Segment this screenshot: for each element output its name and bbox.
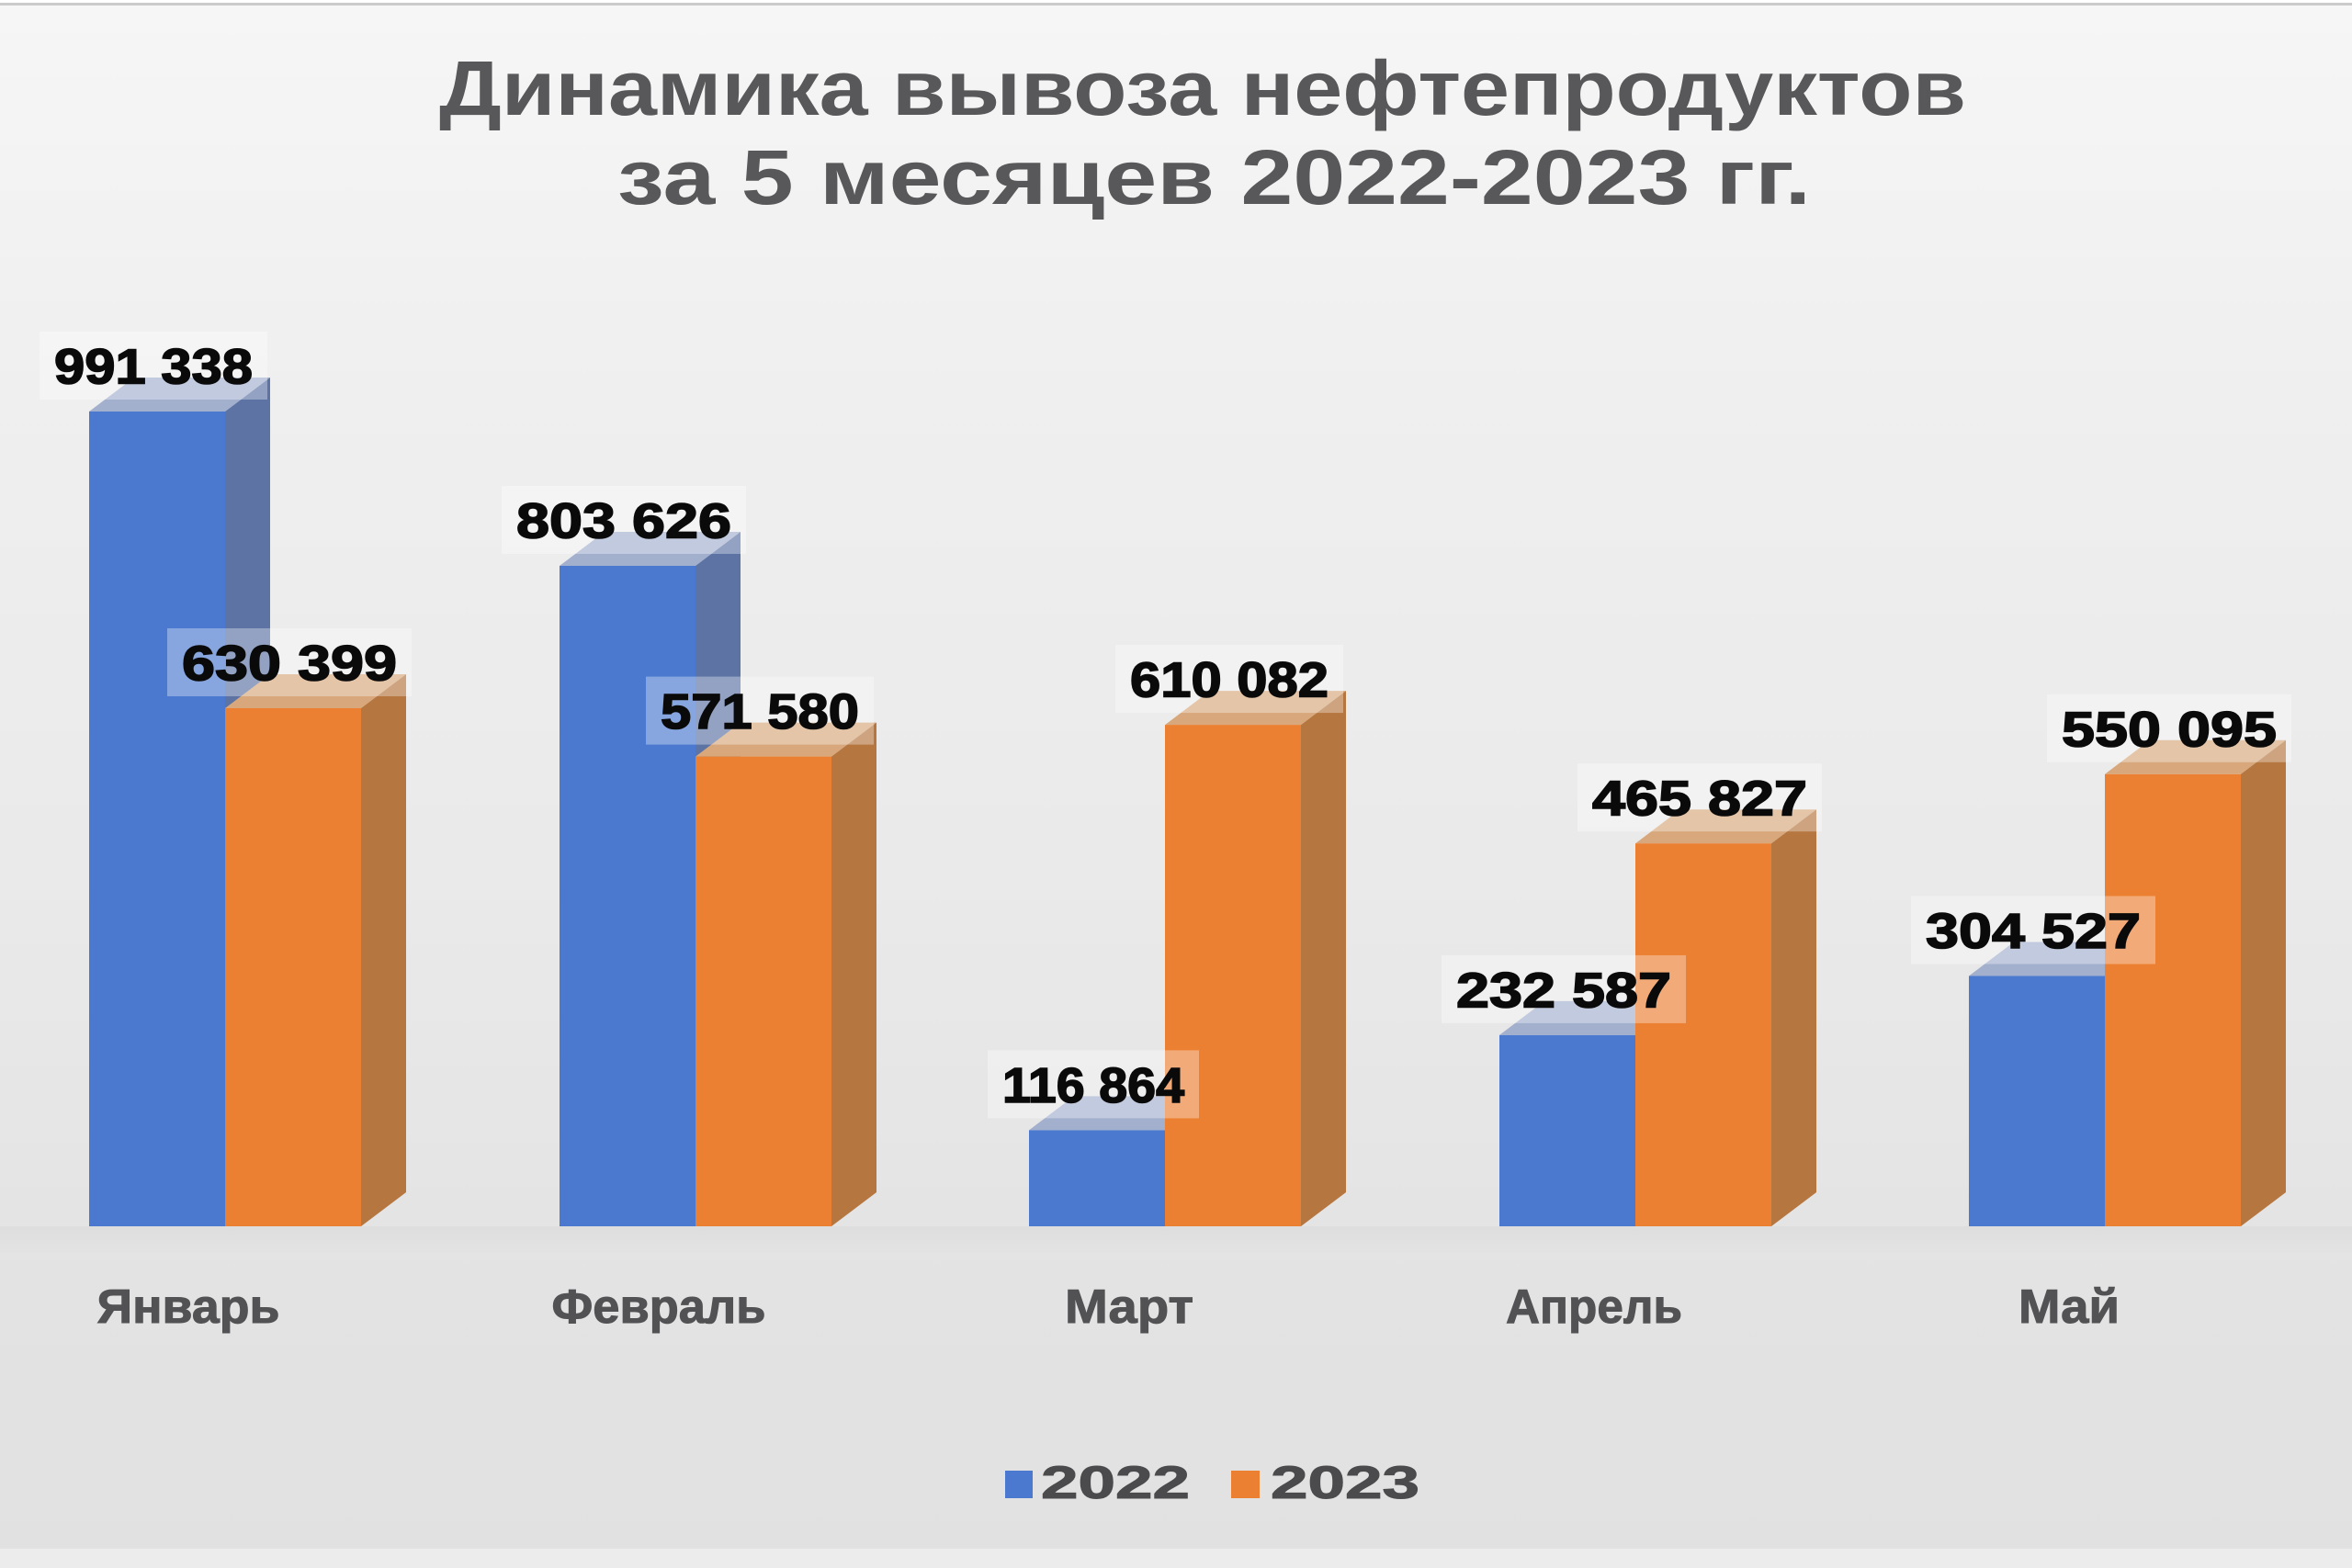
svg-text:2022: 2022 [1041,1457,1190,1508]
svg-text:Май: Май [2018,1280,2120,1334]
svg-text:803 626: 803 626 [516,494,731,549]
svg-text:Январь: Январь [97,1280,280,1334]
svg-text:991 338: 991 338 [54,340,253,395]
svg-text:630 399: 630 399 [182,637,397,692]
svg-text:465 827: 465 827 [1592,772,1807,827]
svg-text:Март: Март [1065,1280,1193,1334]
svg-text:610 082: 610 082 [1130,653,1329,708]
svg-text:116 864: 116 864 [1002,1058,1184,1113]
svg-text:Динамика вывоза нефтепродуктов: Динамика вывоза нефтепродуктов [439,45,1966,131]
svg-text:304 527: 304 527 [1926,904,2141,959]
svg-text:за 5 месяцев 2022-2023 гг.: за 5 месяцев 2022-2023 гг. [617,134,1811,220]
svg-text:Апрель: Апрель [1506,1280,1682,1334]
svg-text:Февраль: Февраль [552,1280,766,1334]
svg-text:232 587: 232 587 [1456,963,1671,1018]
svg-text:550 095: 550 095 [2062,702,2277,757]
svg-text:2023: 2023 [1271,1457,1419,1508]
svg-text:571 580: 571 580 [661,684,859,739]
